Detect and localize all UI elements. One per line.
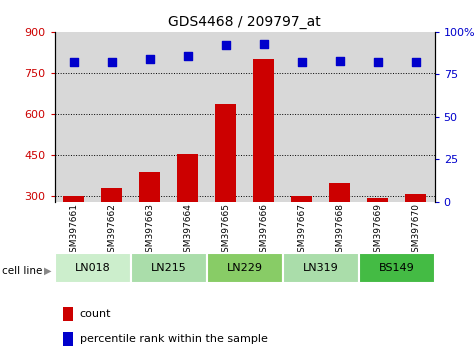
Bar — [177, 154, 198, 279]
Title: GDS4468 / 209797_at: GDS4468 / 209797_at — [168, 16, 321, 29]
Bar — [291, 196, 312, 279]
Bar — [63, 307, 74, 321]
Text: LN319: LN319 — [303, 263, 339, 273]
Text: LN215: LN215 — [151, 263, 187, 273]
Bar — [283, 253, 359, 283]
Bar — [55, 253, 131, 283]
Text: ▶: ▶ — [44, 266, 51, 276]
Text: percentile rank within the sample: percentile rank within the sample — [80, 333, 267, 344]
Text: LN018: LN018 — [75, 263, 111, 273]
Point — [260, 41, 267, 47]
Point — [412, 59, 419, 65]
Bar — [139, 172, 160, 279]
Bar — [329, 183, 350, 279]
Point — [336, 58, 343, 64]
Bar — [367, 199, 388, 279]
Bar — [207, 253, 283, 283]
Bar — [405, 194, 426, 279]
Text: BS149: BS149 — [379, 263, 415, 273]
Point — [108, 59, 115, 65]
Bar — [63, 196, 84, 279]
Text: LN229: LN229 — [227, 263, 263, 273]
Text: count: count — [80, 309, 111, 319]
Point — [146, 56, 153, 62]
Point — [70, 59, 77, 65]
Bar — [63, 332, 74, 346]
Text: cell line: cell line — [2, 266, 43, 276]
Bar — [215, 104, 236, 279]
Bar — [253, 59, 274, 279]
Bar — [101, 188, 122, 279]
Bar — [131, 253, 207, 283]
Bar — [359, 253, 435, 283]
Point — [184, 53, 191, 58]
Point — [298, 59, 305, 65]
Point — [222, 42, 229, 48]
Point — [374, 59, 381, 65]
